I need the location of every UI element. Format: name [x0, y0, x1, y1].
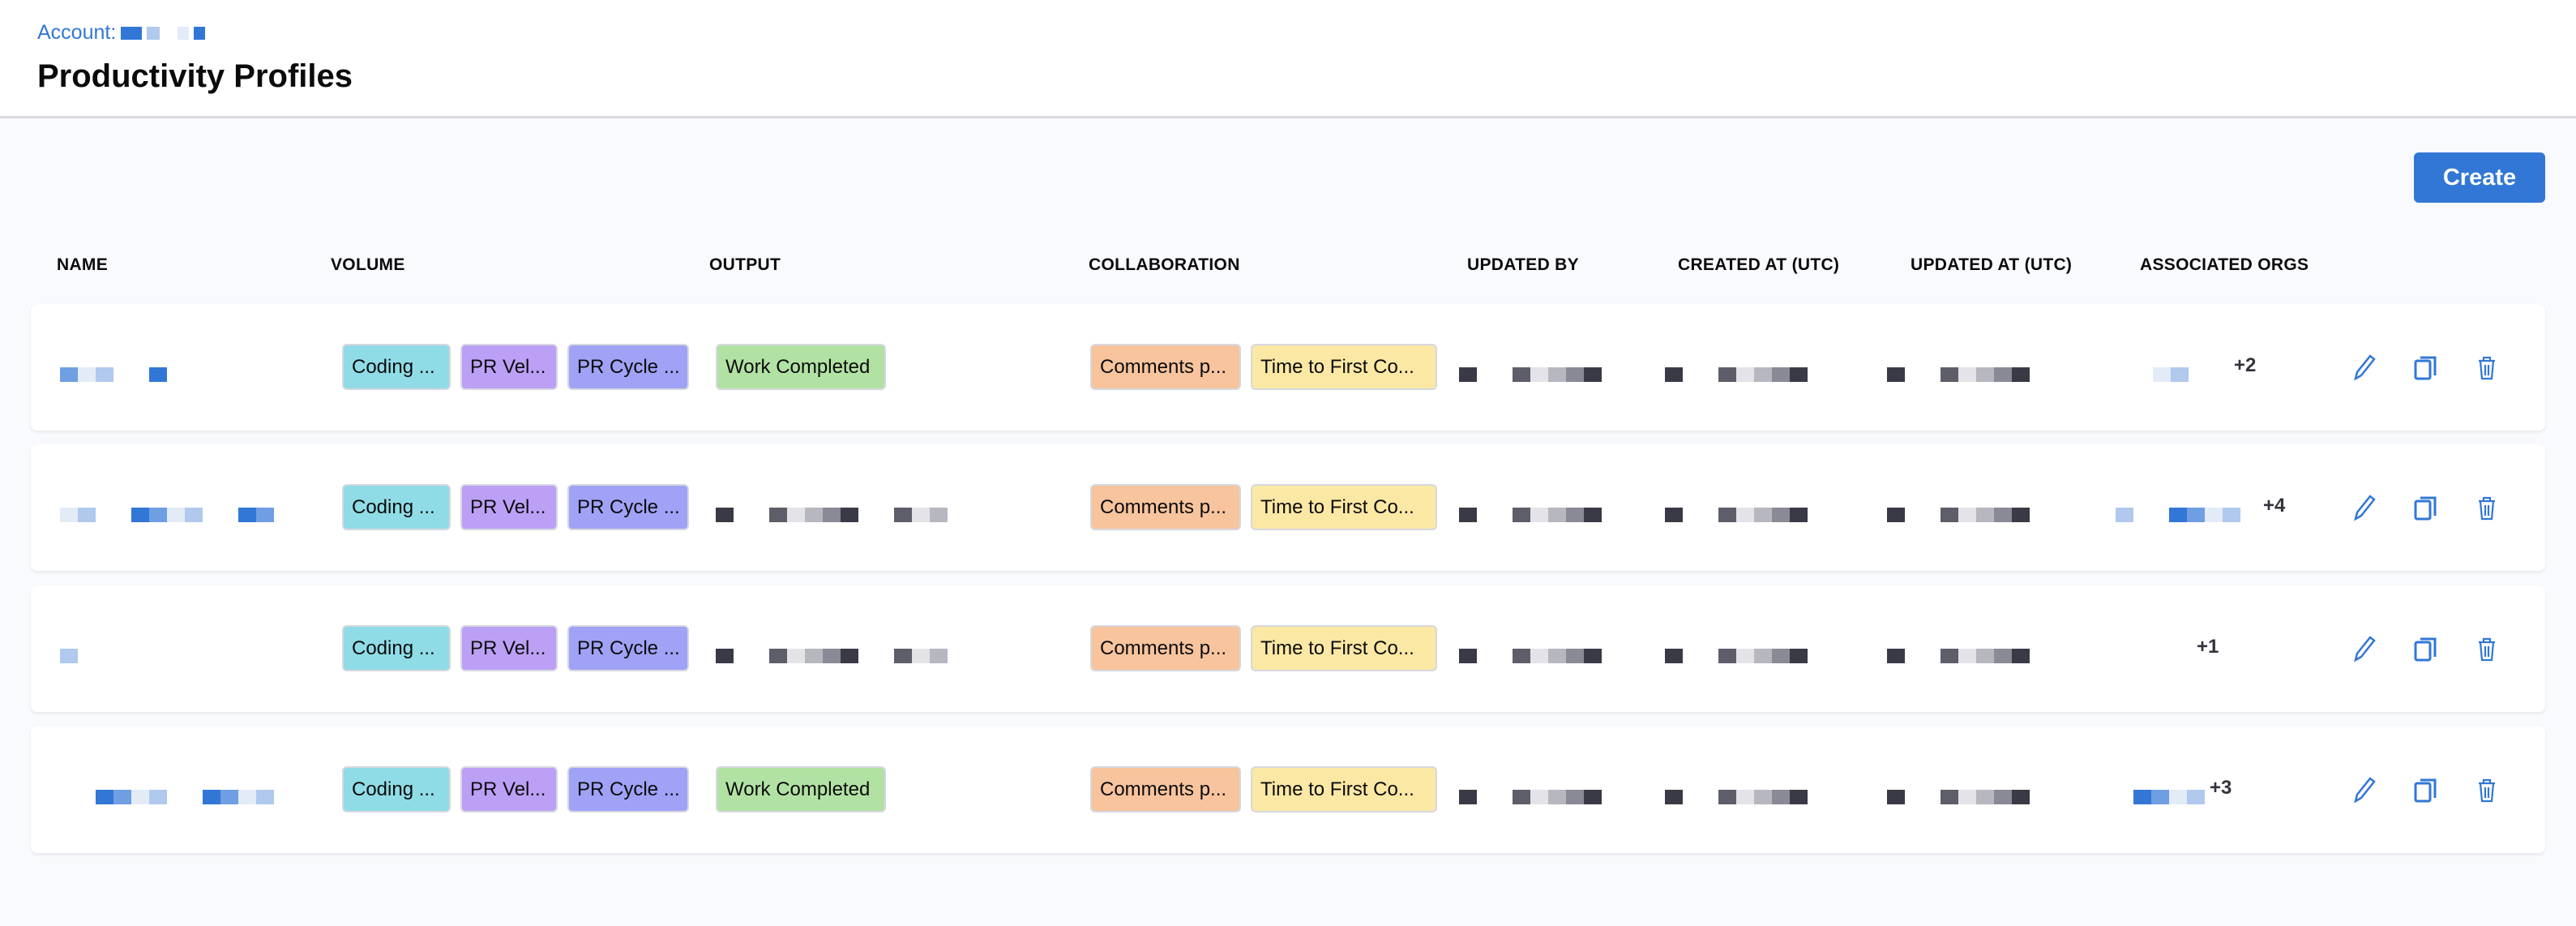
associated-orgs-more-count[interactable]: +1 — [2197, 636, 2219, 658]
table-row[interactable]: Coding ... PR Vel... PR Cycle ... Comments … — [31, 585, 2545, 712]
table-row[interactable]: Coding ... PR Vel... PR Cycle ... Comments … — [31, 444, 2545, 571]
volume-metric-chip: PR Cycle ... — [567, 484, 689, 530]
redacted-text — [60, 493, 279, 522]
volume-metric-chip: PR Vel... — [460, 344, 558, 390]
redacted-text — [1887, 353, 2082, 382]
associated-orgs-more-count[interactable]: +3 — [2210, 777, 2232, 799]
redacted-text — [716, 493, 951, 522]
volume-metric-chip: Coding ... — [342, 484, 451, 530]
redacted-text — [2116, 493, 2245, 522]
collaboration-metric-chip: Time to First Co... — [1251, 344, 1437, 390]
volume-metric-chip: PR Cycle ... — [567, 344, 689, 390]
volume-metric-chip: PR Cycle ... — [567, 625, 689, 671]
volume-metric-chip: PR Vel... — [460, 625, 558, 671]
output-metric-chip: Work Completed — [716, 344, 886, 390]
redacted-text — [60, 634, 101, 663]
create-button[interactable]: Create — [2414, 152, 2545, 203]
volume-metric-chip: PR Vel... — [460, 484, 558, 530]
redacted-text — [1887, 634, 2082, 663]
redacted-text — [2153, 353, 2218, 382]
pencil-icon[interactable] — [2349, 351, 2378, 384]
column-header-created-at: CREATED AT (UTC) — [1678, 255, 1840, 274]
column-header-collaboration: COLLABORATION — [1089, 255, 1240, 274]
column-header-updated-at: UPDATED AT (UTC) — [1911, 255, 2073, 274]
output-metric-chip: Work Completed — [716, 766, 886, 812]
page-header: Account: Productivity Profiles — [0, 0, 2576, 118]
volume-metric-chip: PR Cycle ... — [567, 766, 689, 812]
pencil-icon[interactable] — [2349, 632, 2378, 665]
redacted-text — [60, 775, 303, 804]
pencil-icon[interactable] — [2349, 774, 2378, 806]
redacted-text — [1887, 493, 2082, 522]
copy-icon[interactable] — [2411, 491, 2440, 524]
copy-icon[interactable] — [2411, 632, 2440, 665]
volume-metric-chip: Coding ... — [342, 344, 451, 390]
page-title: Productivity Profiles — [37, 58, 353, 94]
account-label: Account: — [37, 21, 117, 44]
table-row[interactable]: Coding ... PR Vel... PR Cycle ... Work Comp… — [31, 727, 2545, 853]
collaboration-metric-chip: Comments p... — [1090, 484, 1241, 530]
trash-icon[interactable] — [2472, 351, 2501, 384]
volume-metric-chip: Coding ... — [342, 766, 451, 812]
associated-orgs-more-count[interactable]: +4 — [2263, 495, 2286, 517]
copy-icon[interactable] — [2411, 774, 2440, 806]
trash-icon[interactable] — [2472, 774, 2501, 806]
redacted-text — [1665, 353, 1811, 382]
column-header-output: OUTPUT — [709, 255, 781, 274]
collaboration-metric-chip: Comments p... — [1090, 766, 1241, 812]
redacted-text — [716, 634, 951, 663]
collaboration-metric-chip: Time to First Co... — [1251, 484, 1437, 530]
redacted-text — [1459, 775, 1637, 804]
collaboration-metric-chip: Comments p... — [1090, 344, 1241, 390]
collaboration-metric-chip: Time to First Co... — [1251, 766, 1437, 812]
trash-icon[interactable] — [2472, 632, 2501, 665]
column-header-volume: VOLUME — [331, 255, 405, 274]
redacted-text — [60, 353, 182, 382]
collaboration-metric-chip: Comments p... — [1090, 625, 1241, 671]
collaboration-metric-chip: Time to First Co... — [1251, 625, 1437, 671]
column-header-associated-orgs: ASSOCIATED ORGS — [2140, 255, 2309, 274]
redacted-text — [1665, 634, 1811, 663]
account-breadcrumb[interactable]: Account: — [37, 21, 206, 45]
redacted-text — [1459, 353, 1637, 382]
pencil-icon[interactable] — [2349, 491, 2378, 524]
volume-metric-chip: Coding ... — [342, 625, 451, 671]
redacted-text — [1459, 493, 1637, 522]
column-header-updated-by: UPDATED BY — [1467, 255, 1579, 274]
volume-metric-chip: PR Vel... — [460, 766, 558, 812]
redacted-text — [1887, 775, 2082, 804]
redacted-text — [1665, 775, 1811, 804]
trash-icon[interactable] — [2472, 491, 2501, 524]
table-row[interactable]: Coding ... PR Vel... PR Cycle ... Work Comp… — [31, 304, 2545, 431]
redacted-text — [1665, 493, 1811, 522]
column-header-name: NAME — [57, 255, 109, 274]
redacted-text — [2130, 634, 2179, 663]
redacted-text — [2116, 775, 2205, 804]
copy-icon[interactable] — [2411, 351, 2440, 384]
redacted-text — [1459, 634, 1637, 663]
associated-orgs-more-count[interactable]: +2 — [2234, 354, 2257, 376]
